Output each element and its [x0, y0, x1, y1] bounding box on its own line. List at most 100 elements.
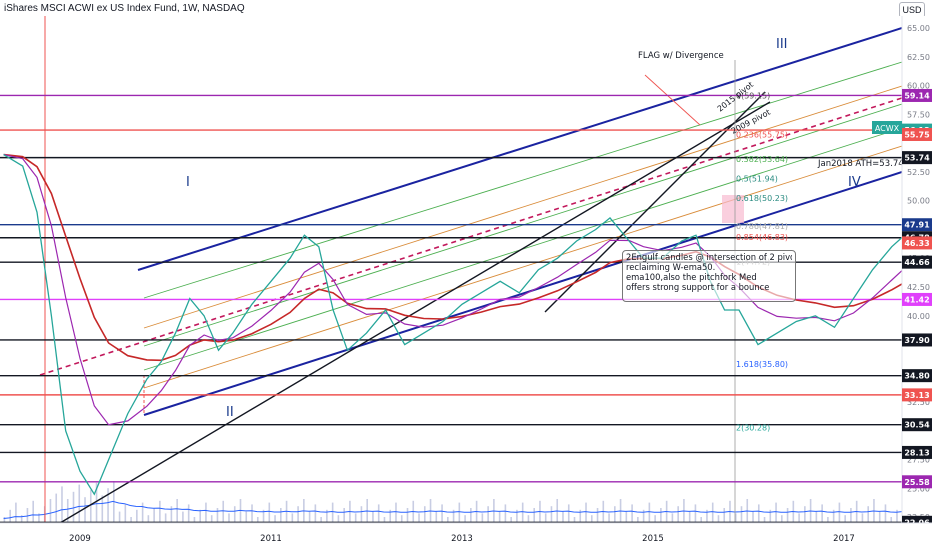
volume-bar — [487, 506, 489, 523]
volume-bar — [187, 504, 190, 523]
volume-bar — [170, 506, 173, 523]
volume-bar — [435, 511, 438, 523]
volume-bar — [216, 508, 219, 523]
volume-bar — [694, 504, 697, 523]
volume-bar — [239, 499, 242, 523]
volume-bar — [700, 517, 702, 523]
volume-bar — [614, 506, 616, 523]
time-axis[interactable] — [0, 523, 932, 550]
volume-bar — [573, 517, 576, 523]
volume-moving-average-line — [3, 500, 902, 519]
x-tick-2015: 2015 — [642, 534, 664, 544]
volume-bar — [147, 515, 150, 523]
volume-bar — [32, 500, 34, 523]
ema-50-line — [3, 154, 902, 426]
price-tag-0: 59.14 — [902, 88, 932, 102]
note-line-1: 2Engulf candles @ intersection of 2 pivo… — [626, 252, 792, 262]
volume-bar — [723, 508, 726, 523]
ath-label: Jan2018 ATH=53.74 — [817, 159, 904, 169]
fib-label-1: 0.236(55.75) — [736, 130, 788, 139]
y-tick-4: 52.50 — [907, 168, 930, 177]
volume-bar — [850, 508, 852, 523]
volume-bar — [585, 502, 587, 523]
volume-bar — [815, 511, 818, 523]
time-axis-ticks: 200920112013201520172019202120232025 — [69, 534, 855, 544]
volume-bar — [786, 508, 789, 523]
svg-text:46.33: 46.33 — [904, 239, 929, 248]
fib-label-3: 0.5(51.94) — [736, 174, 778, 183]
price-tag-6: 46.33 — [902, 236, 932, 250]
volume-bar — [832, 509, 835, 523]
price-tag-12: 30.54 — [902, 418, 932, 432]
volume-bar — [84, 497, 86, 523]
svg-text:25.58: 25.58 — [904, 478, 930, 487]
volume-bar — [164, 513, 167, 523]
fib-line-green-2 — [143, 61, 902, 299]
volume-bar — [481, 513, 484, 523]
volume-bar — [706, 509, 708, 523]
volume-bar — [510, 517, 512, 523]
note-line-4: offers strong support for a bounce — [626, 282, 770, 292]
y-tick-5: 50.00 — [907, 197, 930, 206]
volume-bar — [383, 517, 386, 523]
volume-bar — [55, 493, 58, 523]
volume-bar — [688, 511, 691, 523]
volume-bar — [89, 490, 92, 523]
price-tag-3: 53.74 — [902, 151, 932, 165]
volume-bar — [320, 517, 322, 523]
y-tick-7: 42.50 — [907, 283, 930, 292]
volume-bar — [389, 509, 392, 523]
volume-bar — [498, 511, 501, 523]
volume-bar — [20, 515, 23, 523]
volume-bar — [878, 511, 881, 523]
volume-bar — [867, 506, 869, 523]
volume-bar — [550, 506, 553, 523]
wave-label-I: I — [186, 175, 190, 190]
volume-bar — [66, 499, 69, 523]
volume-bar — [804, 506, 806, 523]
volume-bar — [711, 502, 714, 523]
volume-bar — [285, 500, 288, 523]
volume-bar — [896, 509, 898, 523]
volume-bar — [677, 506, 679, 523]
volume-bar — [642, 509, 645, 523]
y-tick-12: 25.00 — [907, 484, 930, 493]
volume-bar — [199, 509, 201, 523]
volume-bar — [884, 504, 887, 523]
volume-bar — [297, 506, 299, 523]
volume-bar — [251, 504, 253, 523]
volume-bar — [3, 517, 6, 523]
volume-bar — [280, 508, 282, 523]
volume-bar — [118, 511, 121, 523]
svg-text:28.13: 28.13 — [904, 448, 929, 457]
volume-bar — [757, 504, 760, 523]
volume-bar — [182, 511, 184, 523]
volume-bar — [233, 506, 236, 523]
fib-label-5: 0.786(47.81) — [736, 222, 788, 231]
volume-bar — [400, 515, 403, 523]
x-tick-2017: 2017 — [833, 534, 855, 544]
volume-bar — [326, 509, 328, 523]
y-tick-11: 27.50 — [907, 456, 930, 465]
currency-button[interactable]: USD — [899, 2, 925, 18]
x-tick-2013: 2013 — [451, 534, 473, 544]
volume-bar — [527, 515, 530, 523]
volume-bar — [61, 486, 63, 523]
volume-bar — [107, 488, 109, 523]
volume-bar — [441, 504, 443, 523]
volume-bar — [717, 515, 720, 523]
volume-bar — [418, 513, 420, 523]
price-tag-8: 41.42 — [902, 292, 932, 306]
volume-bar — [337, 515, 340, 523]
price-tag-4: 47.91 — [902, 218, 932, 232]
volume-bar — [590, 515, 593, 523]
price-tag-14: 25.58 — [902, 475, 932, 489]
volume-bar — [193, 517, 196, 523]
volume-bar — [562, 511, 564, 523]
channel-upper-line — [137, 27, 902, 271]
volume-bar — [821, 504, 823, 523]
fib-label-6: 0.854(46.83) — [736, 233, 788, 242]
horizontal-levels — [0, 94, 902, 523]
ticker-tag-label: ACWX — [875, 124, 900, 133]
volume-bar — [470, 508, 472, 523]
